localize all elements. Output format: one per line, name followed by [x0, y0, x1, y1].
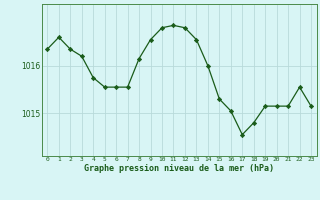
X-axis label: Graphe pression niveau de la mer (hPa): Graphe pression niveau de la mer (hPa)	[84, 164, 274, 173]
